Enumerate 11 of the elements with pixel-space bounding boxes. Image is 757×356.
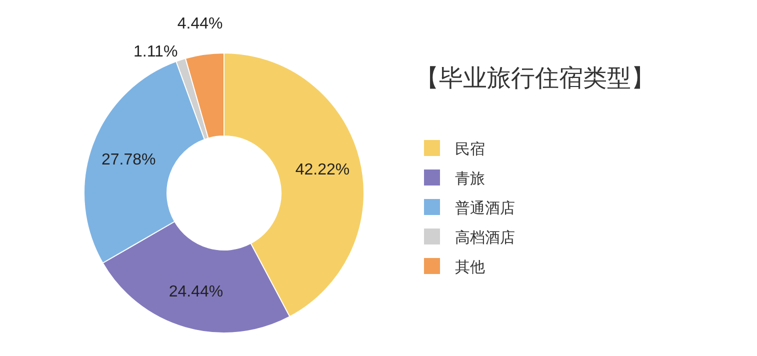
text: 【毕业旅行住宿类型】 <box>415 65 655 92</box>
data-label: 42.22% <box>295 161 350 178</box>
legend-label: 民宿 <box>455 141 485 158</box>
legend-label: 高档酒店 <box>455 230 515 246</box>
legend-label: 其他 <box>455 259 485 276</box>
legend-label: 普通酒店 <box>455 200 515 217</box>
data-label: 24.44% <box>168 284 224 301</box>
data-label: 1.11% <box>134 43 178 60</box>
data-label: 4.44% <box>177 16 223 33</box>
legend-label: 青旅 <box>455 170 485 188</box>
data-label: 27.78% <box>101 151 156 168</box>
